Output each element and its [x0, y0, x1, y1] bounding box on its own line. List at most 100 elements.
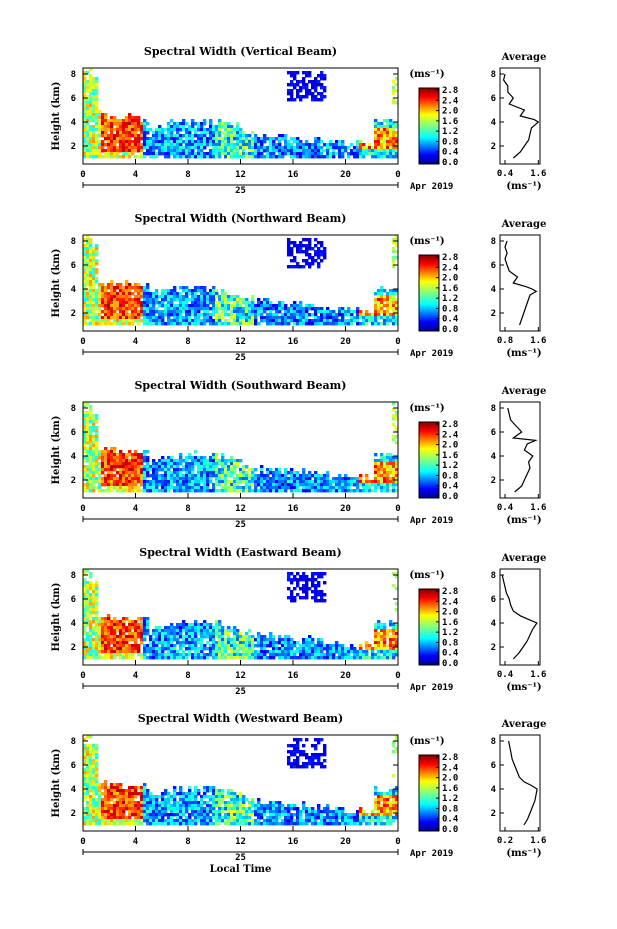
heatmap-cell: [206, 489, 210, 493]
heatmap-cell: [86, 292, 90, 296]
heatmap-cell: [269, 650, 273, 654]
heatmap-cell: [221, 653, 225, 657]
heatmap-cell: [122, 632, 126, 636]
heatmap-cell: [152, 638, 156, 642]
heatmap-cell: [95, 414, 99, 418]
heatmap-cell: [89, 304, 93, 308]
heatmap-cell: [197, 474, 201, 478]
heatmap-cell: [269, 638, 273, 642]
heatmap-cell: [323, 250, 327, 254]
heatmap-cell: [104, 783, 108, 787]
heatmap-cell: [140, 471, 144, 475]
heatmap-cell: [92, 750, 96, 754]
heatmap-cell: [137, 647, 141, 651]
heatmap-cell: [158, 465, 162, 469]
heatmap-cell: [308, 80, 312, 84]
heatmap-cell: [314, 590, 318, 594]
heatmap-cell: [86, 753, 90, 757]
heatmap-cell: [197, 319, 201, 323]
heatmap-cell: [386, 477, 390, 481]
heatmap-cell: [116, 801, 120, 805]
heatmap-cell: [98, 489, 102, 493]
heatmap-cell: [278, 137, 282, 141]
heatmap-cell: [107, 647, 111, 651]
heatmap-cell: [248, 477, 252, 481]
heatmap-cell: [305, 83, 309, 87]
heatmap-cell: [296, 319, 300, 323]
heatmap-cell: [95, 747, 99, 751]
heatmap-cell: [221, 477, 225, 481]
heatmap-cell: [392, 313, 396, 317]
x-tick-label: 0: [395, 671, 400, 681]
heatmap-cell: [128, 128, 132, 132]
heatmap-cell: [161, 295, 165, 299]
heatmap-cell: [332, 149, 336, 153]
heatmap-cell: [137, 465, 141, 469]
heatmap-cell: [185, 647, 189, 651]
heatmap-cell: [320, 575, 324, 579]
heatmap-cell: [215, 641, 219, 645]
heatmap-cell: [146, 617, 150, 621]
heatmap-cell: [101, 644, 105, 648]
heatmap-cell: [137, 137, 141, 141]
heatmap-cell: [362, 489, 366, 493]
heatmap-cell: [314, 77, 318, 81]
heatmap-cell: [206, 486, 210, 490]
date-month-label: Apr 2019: [410, 516, 453, 526]
heatmap-cell: [392, 256, 396, 260]
heatmap-cell: [392, 644, 396, 648]
heatmap-cell: [101, 632, 105, 636]
heatmap-cell: [128, 623, 132, 627]
heatmap-cell: [395, 650, 398, 654]
heatmap-cell: [218, 468, 222, 472]
heatmap-cell: [290, 89, 294, 93]
heatmap-cell: [83, 71, 87, 75]
heatmap-cell: [374, 316, 378, 320]
heatmap-cell: [125, 313, 129, 317]
colorbar-tick-label: 2.4: [442, 430, 459, 440]
heatmap-cell: [110, 304, 114, 308]
heatmap-cell: [95, 444, 99, 448]
heatmap-cell: [134, 807, 138, 811]
heatmap-cell: [272, 638, 276, 642]
heatmap-cell: [383, 128, 387, 132]
heatmap-cell: [224, 462, 228, 466]
heatmap-cell: [311, 307, 315, 311]
heatmap-cell: [188, 322, 192, 326]
heatmap-cell: [263, 298, 267, 302]
heatmap-cell: [140, 155, 144, 159]
heatmap-cell: [164, 480, 168, 484]
heatmap-cell: [161, 653, 165, 657]
heatmap-cell: [134, 471, 138, 475]
heatmap-cell: [86, 256, 90, 260]
heatmap-cell: [332, 316, 336, 320]
heatmap-cell: [383, 155, 387, 159]
heatmap-cell: [386, 146, 390, 150]
heatmap-cell: [179, 629, 183, 633]
heatmap-cell: [206, 471, 210, 475]
heatmap-cell: [92, 590, 96, 594]
heatmap-cell: [380, 462, 384, 466]
heatmap-cell: [83, 274, 87, 278]
heatmap-cell: [296, 80, 300, 84]
heatmap-cell: [149, 146, 153, 150]
heatmap-cell: [308, 304, 312, 308]
heatmap-cell: [212, 653, 216, 657]
heatmap-cell: [110, 125, 114, 129]
heatmap-cell: [191, 638, 195, 642]
heatmap-cell: [206, 140, 210, 144]
heatmap-cell: [287, 486, 291, 490]
heatmap-cell: [92, 86, 96, 90]
heatmap-cell: [287, 89, 291, 93]
heatmap-cell: [272, 647, 276, 651]
heatmap-cell: [224, 632, 228, 636]
heatmap-cell: [314, 310, 318, 314]
heatmap-cell: [116, 307, 120, 311]
colorbar-tick-label: 2.0: [442, 107, 458, 117]
heatmap-cell: [356, 656, 360, 660]
heatmap-cell: [89, 587, 93, 591]
heatmap-cell: [317, 486, 321, 490]
heatmap-cell: [383, 146, 387, 150]
heatmap-cell: [110, 316, 114, 320]
heatmap-cell: [83, 611, 87, 615]
